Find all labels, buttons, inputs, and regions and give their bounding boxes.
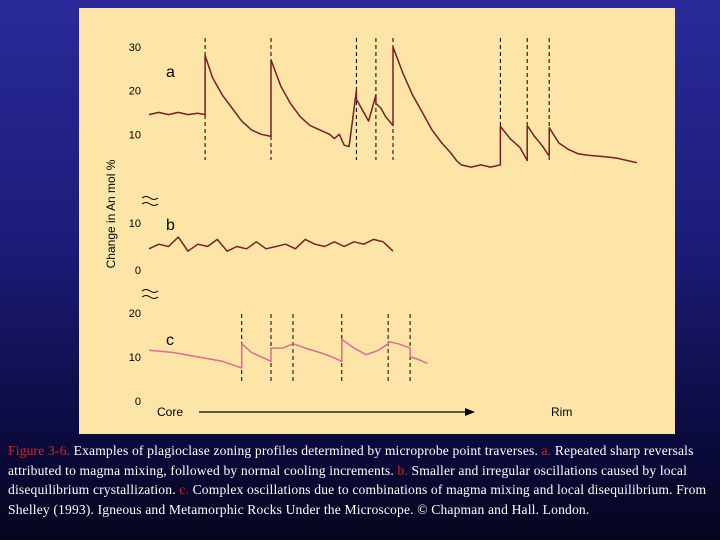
panel-label-b: b xyxy=(166,217,175,234)
figure-panel: Change in An mol % Core Rim a 10 20 30 b 0… xyxy=(79,8,675,434)
panel-label-a: a xyxy=(166,64,175,81)
y-tick-label: 20 xyxy=(129,86,141,98)
y-tick-label: 10 xyxy=(129,218,141,230)
caption-tag-b: b. xyxy=(397,462,408,478)
axis-break-lower xyxy=(141,289,159,299)
caption-tag-a: a. xyxy=(541,443,552,458)
panel-label-c: c xyxy=(166,332,174,349)
y-tick-label: 0 xyxy=(135,265,141,277)
y-axis-label: Change in An mol % xyxy=(104,159,118,268)
x-end-label: Rim xyxy=(551,405,572,419)
y-tick-label: 30 xyxy=(129,42,141,54)
caption-text-3: Smaller and irregular oscillations cause… xyxy=(8,462,688,498)
y-tick-label: 20 xyxy=(129,308,141,320)
profile-line-a xyxy=(148,46,638,168)
caption-text-2: Repeated sharp reversals attributed to m… xyxy=(8,443,694,478)
caption-tag-c: c. xyxy=(179,482,190,498)
y-tick-label: 10 xyxy=(129,352,141,364)
figure-caption: Figure 3-6. Examples of plagioclase zoni… xyxy=(8,441,714,519)
axis-break-upper xyxy=(141,196,159,206)
x-start-label: Core xyxy=(157,405,183,419)
core-to-rim-arrow xyxy=(199,408,475,416)
profile-line-c xyxy=(148,338,428,369)
zoning-profile-chart: Change in An mol % Core Rim a 10 20 30 b 0… xyxy=(104,38,638,419)
profile-line-b xyxy=(148,236,394,252)
panel-a: a 10 20 30 xyxy=(129,38,638,168)
panel-b: b 0 10 xyxy=(129,217,394,277)
y-tick-label: 10 xyxy=(129,129,141,141)
caption-figure-number: Figure 3-6. xyxy=(8,443,71,458)
panel-c: c 0 10 20 xyxy=(129,308,428,408)
y-tick-label: 0 xyxy=(135,396,141,408)
caption-text-1: Examples of plagioclase zoning profiles … xyxy=(70,443,542,458)
caption-text-4: Complex oscillations due to combinations… xyxy=(8,482,707,517)
